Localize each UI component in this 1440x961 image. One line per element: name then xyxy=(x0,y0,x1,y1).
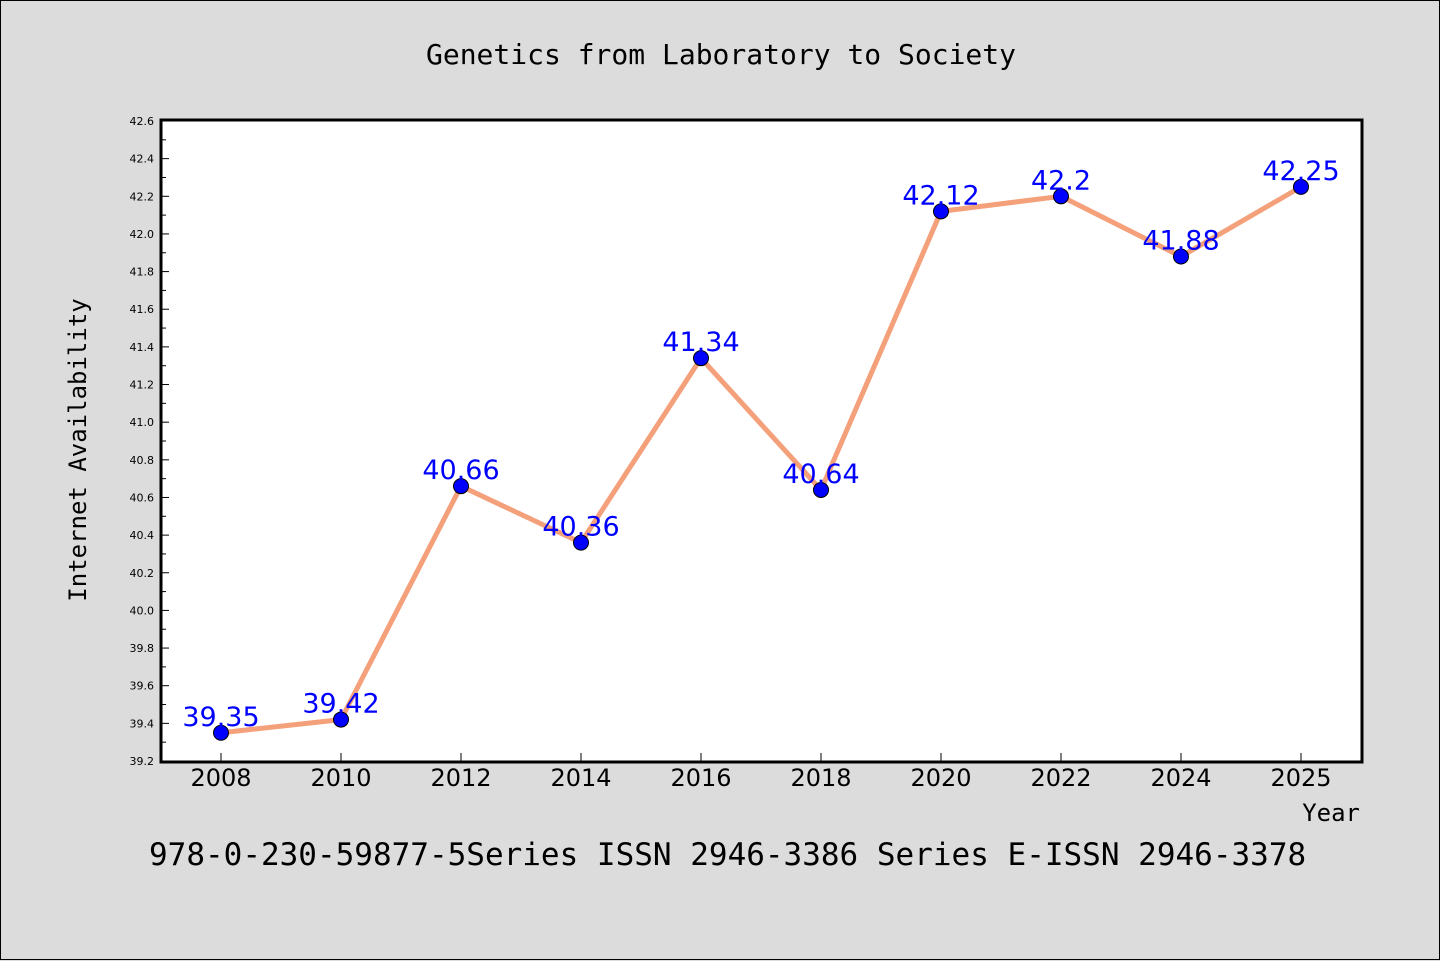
y-tick-label: 40.4 xyxy=(130,529,155,542)
data-point xyxy=(213,724,229,741)
data-label: 39.35 xyxy=(182,702,259,733)
y-tick-label: 39.4 xyxy=(130,717,155,730)
x-tick-label: 2012 xyxy=(430,764,491,792)
series-line xyxy=(220,184,1303,736)
y-tick-label: 40.0 xyxy=(130,604,155,617)
y-axis: 39.2 39.4 39.6 39.8 40.0 40.2 40.4 40.6 40.8 41.0… xyxy=(130,115,169,768)
y-axis-label: Internet Availability xyxy=(64,298,92,601)
data-label: 41.34 xyxy=(662,327,739,358)
x-tick-label: 2014 xyxy=(550,764,611,792)
y-tick-label: 39.6 xyxy=(130,680,155,693)
y-tick-label: 42.0 xyxy=(130,228,155,241)
x-tick-label: 2020 xyxy=(910,764,971,792)
data-point xyxy=(693,350,709,367)
data-point xyxy=(1173,248,1189,265)
data-point xyxy=(573,534,589,551)
y-tick-label: 40.8 xyxy=(130,454,155,467)
data-label: 40.36 xyxy=(542,512,619,543)
x-tick-label: 2016 xyxy=(670,764,731,792)
x-tick-label: 2025 xyxy=(1270,764,1331,792)
data-label: 40.66 xyxy=(422,455,499,486)
x-axis-label: Year xyxy=(1302,799,1360,827)
data-point xyxy=(333,711,349,728)
y-tick-label: 41.4 xyxy=(130,341,155,354)
footer-text: 978-0-230-59877-5Series ISSN 2946-3386 S… xyxy=(149,837,1306,873)
data-label: 42.25 xyxy=(1262,156,1339,187)
x-tick-label: 2008 xyxy=(190,764,251,792)
data-point xyxy=(1053,188,1069,205)
x-tick-label: 2022 xyxy=(1030,764,1091,792)
data-label: 41.88 xyxy=(1142,226,1219,257)
y-tick-label: 41.2 xyxy=(130,379,155,392)
y-tick-label: 42.2 xyxy=(130,190,155,203)
y-tick-label: 40.2 xyxy=(130,567,155,580)
x-tick-label: 2024 xyxy=(1150,764,1211,792)
y-tick-label: 41.6 xyxy=(130,303,155,316)
data-label: 42.2 xyxy=(1031,165,1091,196)
x-tick-label: 2018 xyxy=(790,764,851,792)
data-label: 40.64 xyxy=(782,459,859,490)
y-tick-label: 41.8 xyxy=(130,266,155,279)
data-point xyxy=(1293,178,1309,195)
x-tick-label: 2010 xyxy=(310,764,371,792)
y-tick-label: 39.2 xyxy=(130,755,155,768)
chart-title: Genetics from Laboratory to Society xyxy=(426,38,1016,71)
plot-area xyxy=(159,118,1364,764)
y-tick-label: 41.0 xyxy=(130,416,155,429)
y-tick-label: 39.8 xyxy=(130,642,155,655)
data-point xyxy=(933,203,949,220)
x-axis: 2008 2010 2012 2014 2016 2018 2020 2022 2024 2025 xyxy=(190,753,1332,792)
series-layer: 39.35 39.42 40.66 40.36 41.34 40.64 42.12 42.2 4… xyxy=(182,156,1340,741)
y-tick-label: 42.4 xyxy=(130,153,155,166)
y-tick-label: 42.6 xyxy=(130,115,155,128)
y-tick-label: 40.6 xyxy=(130,491,155,504)
data-label: 39.42 xyxy=(302,689,379,720)
data-point xyxy=(453,478,469,495)
data-label: 42.12 xyxy=(902,180,979,211)
data-point xyxy=(813,481,829,498)
